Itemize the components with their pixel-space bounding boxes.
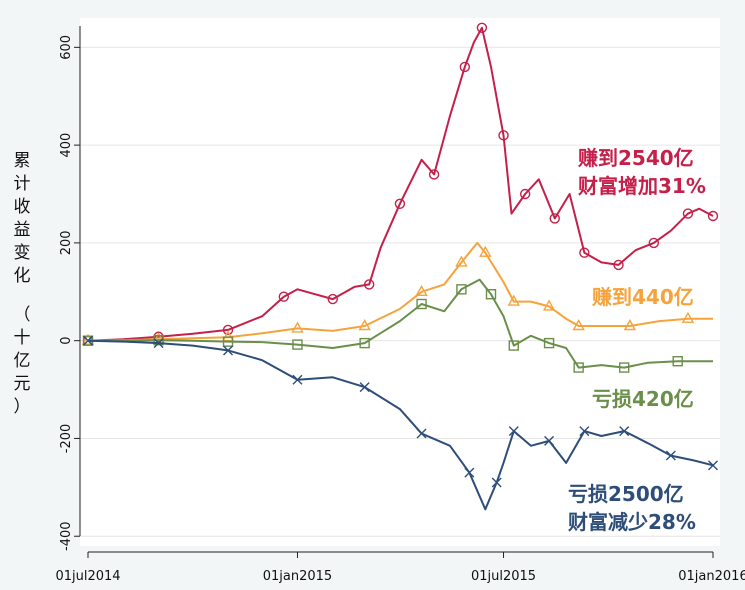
y-tick-label: -200 xyxy=(59,424,74,454)
annotation-orange: 赚到440亿 xyxy=(592,283,694,311)
data-point-triangle xyxy=(681,311,695,323)
data-point-circle xyxy=(394,198,406,209)
annotation-blue: 亏损2500亿 财富减少28% xyxy=(568,480,696,536)
y-tick-label: 200 xyxy=(59,230,74,255)
data-point-x xyxy=(508,426,519,437)
data-point-x xyxy=(83,335,93,346)
data-point-circle xyxy=(476,22,488,33)
annotation-red-line1: 赚到2540亿 xyxy=(578,146,694,170)
data-point-triangle xyxy=(455,255,468,267)
data-point-square xyxy=(153,334,164,346)
data-point-circle xyxy=(363,279,375,290)
data-point-x xyxy=(708,460,718,471)
data-point-x xyxy=(579,426,590,437)
data-point-x xyxy=(544,435,555,446)
data-point-x xyxy=(359,382,370,393)
data-point-circle xyxy=(682,208,694,219)
series-line-square xyxy=(88,278,713,369)
data-point-circle xyxy=(648,237,660,249)
annotation-blue-line2: 财富减少28% xyxy=(568,510,696,534)
data-point-x xyxy=(416,428,427,439)
annotation-red: 赚到2540亿 财富增加31% xyxy=(578,144,706,200)
data-point-circle xyxy=(579,247,590,258)
y-tick-label: -400 xyxy=(59,521,74,551)
y-axis-label: 累计收益变化 xyxy=(13,151,31,286)
y-tick-label: 0 xyxy=(59,337,74,345)
data-point-square xyxy=(416,298,427,310)
y-axis-unit-close: ） xyxy=(13,397,31,417)
data-point-triangle xyxy=(572,319,585,331)
data-point-triangle xyxy=(479,245,492,257)
x-tick-label: 01jan2016 xyxy=(678,569,745,584)
x-tick-label: 01jul2015 xyxy=(471,569,536,584)
y-axis-unit-char: 亿 xyxy=(13,351,31,371)
data-point-circle xyxy=(327,293,338,305)
data-point-x xyxy=(464,467,475,478)
data-point-circle xyxy=(549,213,560,224)
data-point-triangle xyxy=(291,321,304,333)
y-tick-label: 600 xyxy=(59,35,74,60)
data-point-square xyxy=(292,339,303,350)
plot-background xyxy=(80,18,720,546)
data-point-square xyxy=(672,356,683,367)
data-point-square xyxy=(222,336,234,347)
annotation-green-line1: 亏损420亿 xyxy=(592,387,694,411)
annotation-red-line2: 财富增加31% xyxy=(578,174,706,198)
data-point-x xyxy=(223,345,234,356)
data-point-circle xyxy=(459,61,471,73)
y-axis-unit-open: （ xyxy=(13,305,31,325)
series-line-circle xyxy=(87,26,714,342)
x-tick-label: 01jul2014 xyxy=(55,569,120,584)
data-point-circle xyxy=(498,130,509,141)
data-point-square xyxy=(619,362,630,373)
series-line-x xyxy=(87,339,714,511)
data-point-circle xyxy=(707,210,719,222)
data-point-square xyxy=(508,340,519,351)
annotation-blue-line1: 亏损2500亿 xyxy=(568,482,684,506)
data-point-x xyxy=(491,477,502,488)
data-point-triangle xyxy=(358,319,371,331)
data-point-circle xyxy=(428,169,440,180)
data-point-triangle xyxy=(507,294,520,306)
y-axis-unit-char: 元 xyxy=(13,374,31,394)
data-point-x xyxy=(292,374,303,385)
data-point-circle xyxy=(613,259,624,271)
x-tick-label: 01jan2015 xyxy=(263,569,332,584)
y-axis-unit-char: 十 xyxy=(13,328,31,348)
data-point-x xyxy=(665,450,676,461)
data-point-square xyxy=(543,337,555,349)
data-point-triangle xyxy=(623,319,637,331)
data-point-square xyxy=(573,362,584,373)
axes: 600 400 200 0 -200 -400 01jul2014 01jan2015 01ju… xyxy=(55,26,745,584)
annotation-green: 亏损420亿 xyxy=(592,385,694,413)
data-point-circle xyxy=(278,291,290,302)
data-point-triangle xyxy=(81,333,95,345)
data-point-triangle xyxy=(542,299,556,311)
data-point-circle xyxy=(222,324,234,336)
series-line-triangle xyxy=(87,241,713,342)
y-axis-unit: （ 十 亿 元 ） xyxy=(8,304,36,419)
data-point-square xyxy=(485,289,497,300)
y-tick-label: 400 xyxy=(59,133,74,158)
data-point-x xyxy=(153,338,164,349)
data-point-circle xyxy=(519,188,531,200)
series xyxy=(81,22,719,511)
data-point-triangle xyxy=(415,284,428,296)
data-point-square xyxy=(359,337,370,349)
data-point-square xyxy=(456,284,467,295)
data-point-x xyxy=(619,426,630,437)
annotation-orange-line1: 赚到440亿 xyxy=(592,285,694,309)
